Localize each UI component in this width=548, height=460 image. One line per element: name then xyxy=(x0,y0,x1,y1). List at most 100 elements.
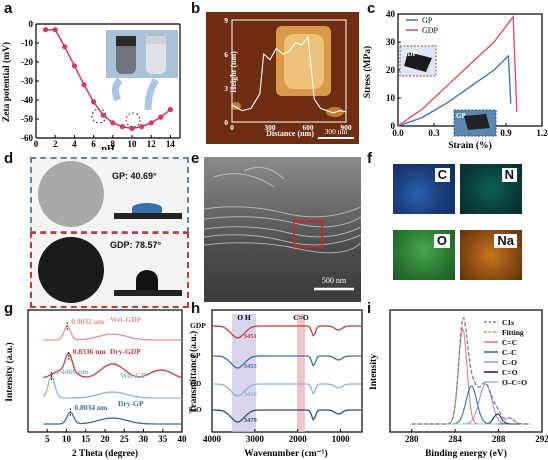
water-droplet xyxy=(132,203,162,213)
gdp-contact-angle-text: GDP: 78.57° xyxy=(110,240,162,250)
x-tick-label: 30 xyxy=(139,434,149,444)
y-tick-label: -10 xyxy=(21,38,33,48)
gdp-film-photo xyxy=(38,237,104,303)
panel-i-label: i xyxy=(367,300,372,317)
svg-text:C=O: C=O xyxy=(293,313,309,322)
ftir-chart: O H C=O GDP 3451 GP 3453 GD 3458 GO 3479 4000 30… xyxy=(188,309,363,459)
x-tick-label: 35 xyxy=(158,434,168,444)
x-axis-label: Wavenumber (cm⁻¹) xyxy=(244,448,327,459)
x-tick-label: 10 xyxy=(128,139,138,149)
x-tick-label: 40 xyxy=(178,434,188,444)
xps-component-curve xyxy=(411,385,531,425)
x-tick-label: 1.2 xyxy=(536,128,548,138)
highlight-circle xyxy=(91,108,107,124)
x-tick-label: 4000 xyxy=(203,434,222,444)
panel-g-label: g xyxy=(4,300,14,317)
xps-component-curve xyxy=(411,383,531,425)
ftir-curve xyxy=(212,409,362,423)
map-na: Na xyxy=(460,230,522,280)
x-tick-label: 15 xyxy=(81,434,91,444)
xps-envelope-curve xyxy=(411,316,531,425)
panel-b-label: b xyxy=(191,0,201,17)
y-tick-label: -20 xyxy=(21,57,33,67)
peak-annotation: 3451 xyxy=(244,333,257,340)
x-tick-label: 2 xyxy=(53,139,58,149)
y-tick-label: 10 xyxy=(386,93,396,103)
y-axis-label: Zeta potential (mV) xyxy=(1,42,12,122)
svg-text:O H: O H xyxy=(237,313,251,322)
x-axis-label: pH xyxy=(101,144,115,150)
highlight-circle xyxy=(125,112,141,128)
x-tick-label: 0 xyxy=(34,139,39,149)
x-tick-label: 0.3 xyxy=(428,128,440,138)
legend-entry: C–C xyxy=(502,348,517,357)
gp-film-photo xyxy=(38,161,104,227)
x-tick-label: 25 xyxy=(120,434,130,444)
legend-entry: Fitting xyxy=(502,328,524,337)
panel-h-label: h xyxy=(191,300,201,317)
sem-cross-section: 500 nm xyxy=(204,157,361,302)
data-point xyxy=(129,125,135,132)
data-point xyxy=(62,44,68,50)
data-point xyxy=(110,120,116,126)
peak-annotation: 3479 xyxy=(244,417,258,424)
y-axis-label: Height (nm) xyxy=(229,51,238,93)
map-n: N xyxy=(460,164,522,214)
data-point xyxy=(43,27,49,33)
y-axis-label: Transmittance (a.u.) xyxy=(188,331,199,413)
data-point xyxy=(167,106,173,113)
x-axis-label: 2 Theta (degree) xyxy=(72,448,138,459)
x-tick-label: 8 xyxy=(111,139,116,149)
x-tick-label: 284 xyxy=(448,434,462,444)
x-tick-label: 900 xyxy=(340,123,352,132)
x-tick-label: 280 xyxy=(405,434,419,444)
y-tick-label: 6 xyxy=(224,50,228,59)
x-axis-label: Strain (%) xyxy=(448,140,492,150)
peak-annotation: 0.8336 nm xyxy=(73,347,107,356)
ftir-curve xyxy=(212,325,362,339)
x-tick-label: 5 xyxy=(45,434,50,444)
gdp-film-inset: GDP xyxy=(399,45,437,77)
x-axis-label: Distance (nm) xyxy=(266,129,314,138)
x-tick-label: 3000 xyxy=(246,434,265,444)
legend-entry: C–O xyxy=(502,358,517,367)
data-point xyxy=(52,27,58,33)
data-point xyxy=(100,112,106,118)
gp-contact-angle-text: GP: 40.69° xyxy=(112,171,157,181)
series-label: GO xyxy=(190,405,202,414)
series-label: Dry-GP xyxy=(118,399,144,408)
panel-c-label: c xyxy=(367,0,376,17)
xrd-curve xyxy=(42,374,182,399)
y-tick-label: -40 xyxy=(21,95,33,105)
y-axis-label: Intensity xyxy=(369,354,379,390)
band-co xyxy=(297,314,305,432)
panel-d-label: d xyxy=(4,150,14,167)
peak-annotation: 3453 xyxy=(244,363,258,370)
arrow-icon xyxy=(144,78,159,111)
y-axis-label: Stress (MPa) xyxy=(362,46,373,98)
x-tick-label: 6 xyxy=(91,139,96,149)
legend-gp: GP xyxy=(422,16,433,25)
y-tick-label: 0 xyxy=(224,118,228,127)
data-point xyxy=(139,124,145,130)
gp-contact-angle: GP: 40.69° xyxy=(30,157,189,233)
arrow-icon xyxy=(111,77,123,102)
data-point xyxy=(81,82,87,88)
scale-bar-label: 300 nm xyxy=(325,127,348,136)
ftir-curve xyxy=(212,355,362,369)
x-tick-label: 0 xyxy=(230,123,234,132)
data-point xyxy=(148,120,154,126)
zoom-box xyxy=(293,220,323,248)
panel-a-label: a xyxy=(4,0,13,17)
series-label: GDP xyxy=(190,321,206,330)
legend-entry: C1s xyxy=(502,318,514,327)
series-label: GP xyxy=(190,351,201,360)
svg-text:GDP: GDP xyxy=(402,50,418,58)
x-tick-label: 20 xyxy=(101,434,111,444)
band-oh xyxy=(232,314,256,432)
xrd-curve xyxy=(43,411,182,425)
x-tick-label: 0.0 xyxy=(392,128,404,138)
